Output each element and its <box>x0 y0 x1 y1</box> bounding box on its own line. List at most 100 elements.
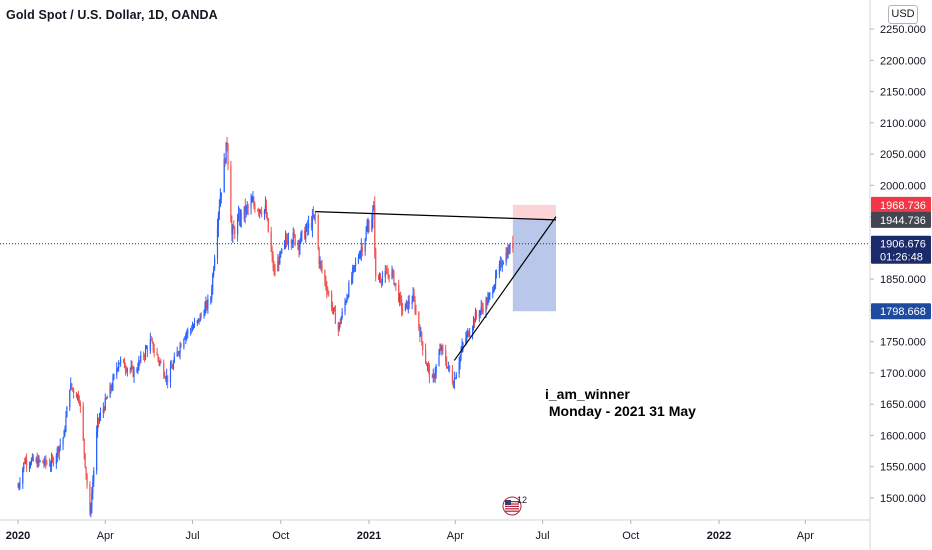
candle-body <box>129 369 131 371</box>
candle-body <box>411 301 413 304</box>
candle-body <box>146 347 149 351</box>
candle-body <box>234 228 236 235</box>
time-tick-label: 2021 <box>357 530 381 542</box>
candle-body <box>89 484 91 513</box>
candle-body <box>366 228 368 231</box>
candle-body <box>66 407 68 418</box>
candle-body <box>406 301 408 309</box>
candle-body <box>488 295 490 299</box>
candle-body <box>32 456 34 461</box>
candle-body <box>219 196 221 207</box>
candle-body <box>270 231 272 251</box>
candle-body <box>196 320 198 323</box>
candle-body <box>351 276 353 284</box>
candle-body <box>252 200 254 202</box>
candle-body <box>279 253 281 265</box>
candle-body <box>401 309 404 312</box>
candle-body <box>91 493 93 509</box>
candle-body <box>361 247 363 252</box>
candle-body <box>281 248 283 253</box>
candle-body <box>293 232 295 236</box>
candle-body <box>204 306 206 316</box>
candle-body <box>467 331 469 335</box>
candle-body <box>452 382 454 388</box>
price-tick-label: 1650.000 <box>880 399 926 411</box>
candle-body <box>440 349 442 351</box>
candle-body <box>56 448 58 456</box>
candle-body <box>459 355 461 363</box>
candle-body <box>263 209 266 215</box>
candle-body <box>180 345 182 348</box>
candle-body <box>169 366 172 383</box>
candle-body <box>113 374 115 378</box>
candle-body <box>227 145 229 166</box>
candle-body <box>401 299 403 310</box>
candle-body <box>23 462 25 469</box>
candle-body <box>502 262 504 265</box>
candle-body <box>365 230 367 240</box>
candle-body <box>160 361 162 363</box>
candle-body <box>156 351 158 356</box>
candle-body <box>305 230 307 239</box>
candle-body <box>190 329 193 331</box>
candle-body <box>247 206 249 208</box>
candle-body <box>82 406 84 439</box>
candle-body <box>509 244 511 253</box>
candle-body <box>458 362 460 375</box>
candle-body <box>320 261 322 266</box>
candle-body <box>220 192 222 197</box>
price-axis: 2250.000 2200.000 2150.000 2100.000 2050.000… <box>869 0 926 550</box>
annotation-line-2: Monday - 2021 31 May <box>545 403 696 419</box>
candle-body <box>512 244 514 249</box>
candle-body <box>381 276 384 282</box>
candle-body <box>404 303 407 312</box>
candle-body <box>420 332 422 337</box>
candle-body <box>59 444 61 447</box>
candle-body <box>486 300 488 305</box>
candle-body <box>311 215 314 229</box>
time-tick-label: Jul <box>186 530 200 542</box>
countdown-label: 01:26:48 <box>880 252 923 264</box>
text-annotation[interactable]: i_am_winner Monday - 2021 31 May <box>545 386 696 420</box>
candle-body <box>230 165 232 223</box>
candle-body <box>328 292 330 294</box>
candle-body <box>93 470 95 483</box>
candle-body <box>178 352 180 354</box>
candle-body <box>173 356 175 363</box>
candle-body <box>30 459 33 465</box>
candle-body <box>474 312 477 323</box>
candle-body <box>273 267 275 271</box>
candle-body <box>384 271 386 277</box>
candle-body <box>62 437 64 445</box>
candle-body <box>151 340 153 342</box>
candle-body <box>266 217 268 219</box>
support-trend-line <box>453 216 557 361</box>
candle-body <box>106 397 108 399</box>
candle-body <box>353 265 355 268</box>
candle-body <box>226 142 228 146</box>
candle-body <box>446 362 448 368</box>
candle-body <box>44 458 46 464</box>
candle-body <box>22 468 24 484</box>
candle-body <box>385 271 387 273</box>
candle-body <box>197 318 199 321</box>
price-tick-label: 1500.000 <box>880 493 926 505</box>
candle-body <box>274 270 276 272</box>
candle-body <box>28 464 31 466</box>
candle-body <box>243 206 245 220</box>
candle-body <box>286 240 289 244</box>
candle-body <box>331 308 334 310</box>
candle-body <box>63 431 65 438</box>
candle-body <box>58 446 60 454</box>
candle-body <box>405 301 408 304</box>
candle-body <box>324 270 326 281</box>
us-flag-icon[interactable]: 12 <box>502 495 527 516</box>
candle-body <box>245 206 247 214</box>
candle-body <box>79 402 81 407</box>
candle-body <box>300 233 302 243</box>
currency-button[interactable]: USD <box>888 5 918 24</box>
price-label-box <box>871 303 931 320</box>
price-tick-label: 1550.000 <box>880 462 926 474</box>
candle-body <box>19 483 21 486</box>
